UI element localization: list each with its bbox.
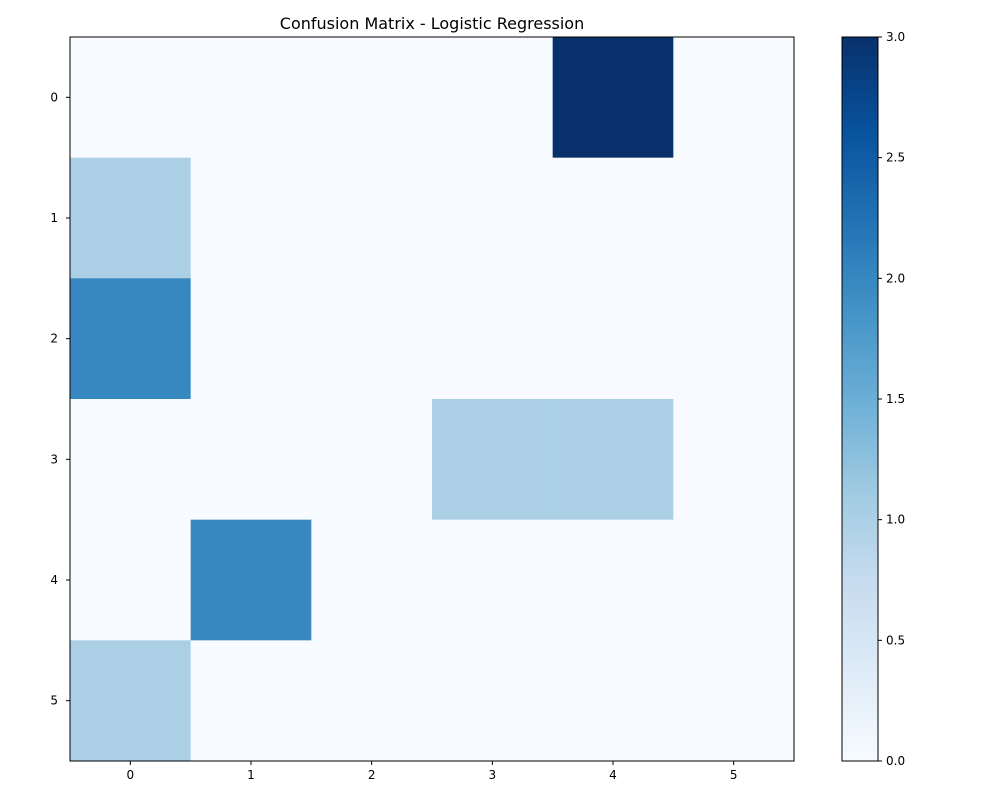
heatmap-cell-r0-c5 [673,37,795,159]
heatmap-cell-r4-c1 [190,519,312,641]
heatmap-cell-r3-c0 [70,399,192,521]
x-tick-label-0: 0 [127,768,135,782]
heatmap-cell-r2-c1 [190,278,312,400]
heatmap-cell-r5-c3 [432,640,554,762]
heatmap-cell-r2-c3 [432,278,554,400]
y-tick-label-0: 0 [50,90,58,104]
x-tick-label-4: 4 [609,768,617,782]
colorbar-tick-label-6: 3.0 [886,30,905,44]
colorbar-tick-label-5: 2.5 [886,151,905,165]
heatmap-cell-r0-c2 [311,37,433,159]
x-tick-label-3: 3 [489,768,497,782]
x-tick-label-1: 1 [247,768,255,782]
heatmap-cell-r1-c0 [70,157,192,279]
heatmap-cell-r2-c0 [70,278,192,400]
heatmap-cell-r1-c1 [190,157,312,279]
colorbar-tick-label-1: 0.5 [886,633,905,647]
heatmap-cell-r1-c4 [552,157,674,279]
y-tick-label-4: 4 [50,573,58,587]
colorbar-tick-label-4: 2.0 [886,271,905,285]
y-tick-label-1: 1 [50,211,58,225]
x-tick-label-2: 2 [368,768,376,782]
colorbar [841,36,879,762]
colorbar-tick-label-2: 1.0 [886,513,905,527]
heatmap-cell-r0-c1 [190,37,312,159]
heatmap-cell-r1-c3 [432,157,554,279]
heatmap-cell-r5-c0 [70,640,192,762]
heatmap-cell-r4-c5 [673,519,795,641]
y-tick-label-5: 5 [50,694,58,708]
heatmap-cell-r5-c1 [190,640,312,762]
heatmap-cell-r2-c4 [552,278,674,400]
heatmap-cell-r3-c2 [311,399,433,521]
heatmap-cell-r4-c4 [552,519,674,641]
heatmap-cell-r1-c5 [673,157,795,279]
x-tick-label-5: 5 [730,768,738,782]
heatmap-cell-r4-c0 [70,519,192,641]
y-axis: 0 1 2 3 4 5 [50,90,70,708]
heatmap-cells [70,37,795,762]
plot-frame [69,36,795,762]
heatmap-cell-r2-c2 [311,278,433,400]
heatmap-cell-r3-c4 [552,399,674,521]
heatmap-cell-r5-c2 [311,640,433,762]
heatmap-cell-r5-c5 [673,640,795,762]
heatmap-cell-r2-c5 [673,278,795,400]
heatmap-cell-r0-c0 [70,37,192,159]
x-axis: 0 1 2 3 4 5 [127,761,738,782]
chart-title: Confusion Matrix - Logistic Regression [280,14,584,33]
y-tick-label-3: 3 [50,452,58,466]
heatmap-cell-r3-c3 [432,399,554,521]
y-tick-label-2: 2 [50,332,58,346]
colorbar-tick-label-3: 1.5 [886,392,905,406]
heatmap-cell-r5-c4 [552,640,674,762]
heatmap-cell-r0-c3 [432,37,554,159]
heatmap-cell-r3-c1 [190,399,312,521]
colorbar-tick-label-0: 0.0 [886,754,905,768]
heatmap-cell-r1-c2 [311,157,433,279]
heatmap-cell-r4-c3 [432,519,554,641]
heatmap-cell-r3-c5 [673,399,795,521]
heatmap-cell-r4-c2 [311,519,433,641]
heatmap-cell-r0-c4 [552,37,674,159]
colorbar-axis: 0.0 0.5 1.0 1.5 2.0 2.5 3.0 [878,30,905,768]
